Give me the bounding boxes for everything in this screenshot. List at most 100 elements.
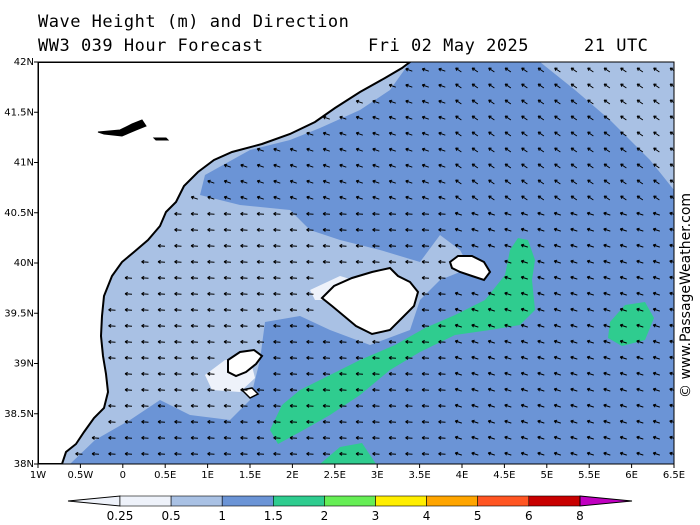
wave-arrow — [520, 371, 528, 376]
wave-arrow — [471, 291, 479, 296]
wave-arrow — [306, 275, 314, 280]
wave-arrow — [174, 243, 182, 248]
wave-arrow — [421, 163, 429, 168]
wave-arrow — [141, 387, 149, 392]
legend-high-arrow — [579, 495, 633, 507]
wave-arrow — [521, 195, 528, 201]
model-forecast-label: WW3 039 Hour Forecast — [38, 36, 264, 56]
wave-arrow — [174, 451, 182, 456]
wave-arrow — [653, 147, 660, 153]
wave-height-legend: 0.25 0.5 1 1.5 2 3 4 5 6 8 — [67, 495, 633, 523]
wave-arrow — [124, 323, 133, 328]
wave-arrow — [339, 211, 347, 216]
wave-arrow — [388, 355, 397, 360]
wave-arrow — [289, 291, 298, 296]
wave-arrow — [190, 403, 199, 408]
wave-arrow — [223, 195, 231, 200]
wave-arrow — [256, 179, 264, 184]
wave-arrow — [141, 355, 149, 360]
wave-arrow — [190, 243, 199, 248]
wave-arrow — [174, 323, 182, 328]
wave-arrow — [537, 451, 545, 456]
ibiza-island — [227, 348, 264, 378]
wave-arrow — [289, 259, 298, 264]
wave-arrow — [652, 371, 660, 376]
wave-arrow — [157, 291, 166, 296]
wave-arrow — [652, 243, 660, 248]
wave-arrow — [487, 435, 495, 440]
wave-arrow — [273, 355, 281, 360]
wave-arrow — [570, 435, 578, 440]
lon-label: 5E — [540, 470, 553, 481]
wave-arrow — [471, 435, 479, 440]
wave-arrow — [537, 371, 545, 376]
wave-arrow — [421, 371, 430, 376]
wave-arrow — [256, 435, 265, 440]
wave-arrow — [388, 371, 397, 376]
wave-arrow — [273, 227, 281, 232]
wave-arrow — [355, 147, 363, 152]
sea-15m-patch-south — [320, 443, 376, 464]
wave-arrow — [619, 451, 627, 456]
wave-arrow — [190, 435, 199, 440]
wave-arrow — [256, 339, 265, 344]
wave-arrow — [636, 243, 644, 248]
wave-arrow — [570, 131, 578, 137]
wave-arrow — [570, 259, 578, 264]
wave-arrow — [256, 323, 265, 328]
wave-arrow — [570, 67, 578, 73]
wave-arrow — [322, 387, 331, 392]
wave-arrow — [405, 195, 413, 200]
wave-arrow — [520, 323, 528, 328]
wave-arrow — [256, 451, 265, 456]
legend-color-box — [477, 495, 530, 507]
wave-arrow — [455, 163, 462, 169]
wave-arrow — [405, 227, 413, 232]
wave-arrow — [124, 403, 133, 408]
lat-label: 40N — [14, 258, 34, 269]
wave-arrow — [256, 259, 265, 264]
wave-arrow — [454, 227, 462, 232]
wave-arrow — [388, 147, 396, 152]
lon-label: 1W — [30, 470, 46, 481]
wave-arrow — [653, 163, 660, 169]
forecast-date: Fri 02 May 2025 — [368, 36, 530, 56]
lat-label: 38.5N — [4, 409, 34, 420]
wave-arrow — [471, 243, 479, 248]
wave-arrow — [108, 339, 116, 344]
wave-arrow — [487, 371, 495, 376]
wave-arrow — [570, 403, 578, 408]
wave-arrow — [504, 291, 512, 296]
wave-arrow — [223, 211, 232, 216]
wave-arrow — [289, 307, 298, 312]
wave-arrow — [504, 83, 512, 89]
legend-color-box — [324, 495, 376, 507]
wave-arrow — [289, 339, 298, 344]
wave-arrow — [421, 99, 429, 104]
wave-arrow — [240, 259, 248, 264]
wave-arrow — [669, 147, 674, 152]
wave-arrow — [488, 147, 495, 153]
wave-arrow — [653, 67, 660, 73]
wave-arrow — [306, 243, 314, 248]
wave-arrow — [636, 307, 644, 312]
wave-arrow — [174, 291, 182, 296]
wave-arrow — [157, 307, 166, 312]
wave-arrow — [570, 99, 578, 105]
wave-arrow — [570, 211, 578, 216]
wave-arrow — [488, 179, 495, 185]
wave-arrow — [669, 227, 674, 232]
wave-arrow — [488, 83, 495, 89]
wave-arrow — [669, 307, 674, 312]
wave-arrow — [421, 387, 430, 392]
wave-arrow — [603, 339, 611, 344]
wave-arrow — [586, 435, 594, 440]
wave-arrow — [405, 371, 413, 376]
columbretes-islets — [97, 119, 170, 141]
wave-arrow — [619, 355, 627, 360]
wave-arrow — [669, 275, 674, 280]
wave-arrow — [141, 307, 149, 312]
wave-arrow — [223, 179, 231, 184]
wave-arrow — [438, 291, 446, 296]
wave-arrow — [372, 387, 380, 392]
